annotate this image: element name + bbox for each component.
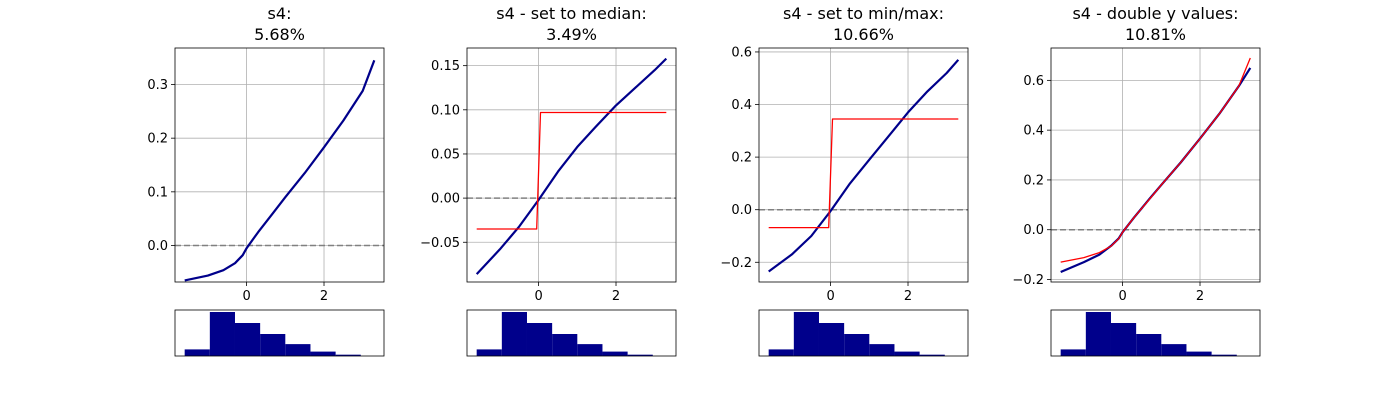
axes-frame <box>1050 47 1261 283</box>
histogram-bar <box>869 344 895 356</box>
histogram-bar <box>501 312 527 356</box>
x-tick-label: 2 <box>904 289 912 304</box>
histogram-bar <box>602 351 628 356</box>
axes-frame <box>174 47 385 283</box>
x-tick-label: 0 <box>534 289 542 304</box>
histogram-bar <box>234 323 261 356</box>
panel-subtitle: 10.66% <box>833 25 894 44</box>
histogram-bar <box>310 351 336 356</box>
histogram-bar <box>476 349 502 356</box>
y-tick-label: 0.1 <box>147 185 168 200</box>
panel-subtitle: 3.49% <box>546 25 597 44</box>
x-tick-label: 0 <box>826 289 834 304</box>
axes-frame <box>466 47 677 283</box>
histogram-bar <box>768 349 794 356</box>
panel-4: s4 - double y values: 10.81% 0 2 −0.2 0.0 0.2 0… <box>1012 4 1261 357</box>
histogram-bar <box>335 354 361 356</box>
histogram-bar <box>1161 344 1187 356</box>
y-tick-label: −0.2 <box>1012 273 1044 288</box>
y-tick-label: 0.4 <box>1023 124 1044 139</box>
histogram-bar <box>1136 334 1162 356</box>
histogram-bar <box>1186 351 1212 356</box>
series-line-original <box>768 59 960 273</box>
histogram-bar <box>894 351 920 356</box>
histogram-frame <box>174 309 385 357</box>
y-tick-label: 0.3 <box>147 78 168 93</box>
panel-subtitle: 5.68% <box>254 25 305 44</box>
panel-title: s4 - set to min/max: <box>783 4 944 23</box>
histogram-bar <box>1110 323 1137 356</box>
y-tick-label: −0.05 <box>420 236 460 251</box>
histogram-bar <box>844 334 870 356</box>
x-tick-label: 2 <box>320 289 328 304</box>
series-line-modified <box>476 111 667 230</box>
series-line-modified <box>1060 57 1251 263</box>
panel-title: s4: <box>268 4 292 23</box>
histogram-bar <box>260 334 286 356</box>
x-tick-label: 2 <box>1196 289 1204 304</box>
x-tick-label: 2 <box>612 289 620 304</box>
histogram-bar <box>184 349 210 356</box>
panel-title: s4 - set to median: <box>496 4 647 23</box>
y-tick-label: 0.05 <box>431 147 460 162</box>
panel-title: s4 - double y values: <box>1072 4 1238 23</box>
y-tick-label: 0.0 <box>1023 223 1044 238</box>
histogram-bar <box>526 323 553 356</box>
y-tick-label: 0.6 <box>731 45 752 60</box>
series-line-original <box>475 57 668 275</box>
panel-1: s4: 5.68% 0 2 0.0 0.1 0.2 0.3 <box>147 4 385 357</box>
histogram-bar <box>1085 312 1111 356</box>
panel-3: s4 - set to min/max: 10.66% 0 2 −0.2 0.0 0.2 0.… <box>720 4 969 357</box>
x-tick-label: 0 <box>242 289 250 304</box>
histogram-bar <box>627 354 653 356</box>
axes-frame <box>758 47 969 283</box>
histogram-bar <box>919 354 945 356</box>
series-line-modified <box>768 118 959 229</box>
y-tick-label: 0.10 <box>431 103 460 118</box>
y-tick-label: 0.2 <box>731 151 752 166</box>
histogram-bar <box>552 334 578 356</box>
histogram-bar <box>818 323 845 356</box>
panel-subtitle: 10.81% <box>1125 25 1186 44</box>
y-tick-label: 0.2 <box>1023 173 1044 188</box>
y-tick-label: 0.00 <box>431 192 460 207</box>
y-tick-label: 0.0 <box>147 239 168 254</box>
histogram-bar <box>285 344 311 356</box>
y-tick-label: 0.2 <box>147 132 168 147</box>
x-tick-label: 0 <box>1118 289 1126 304</box>
histogram-frame <box>466 309 677 357</box>
histogram-bar <box>577 344 603 356</box>
y-tick-label: 0.0 <box>731 203 752 218</box>
histogram-bar <box>209 312 235 356</box>
panel-2: s4 - set to median: 3.49% 0 2 −0.05 0.00 0.05 0… <box>420 4 677 357</box>
histogram-bar <box>793 312 819 356</box>
histogram-frame <box>758 309 969 357</box>
histogram-frame <box>1050 309 1261 357</box>
series-line-original <box>184 59 376 282</box>
y-tick-label: 0.6 <box>1023 74 1044 89</box>
y-tick-label: 0.15 <box>431 59 460 74</box>
histogram-bar <box>1060 349 1086 356</box>
histogram-bar <box>1211 354 1237 356</box>
y-tick-label: −0.2 <box>720 256 752 271</box>
y-tick-label: 0.4 <box>731 98 752 113</box>
